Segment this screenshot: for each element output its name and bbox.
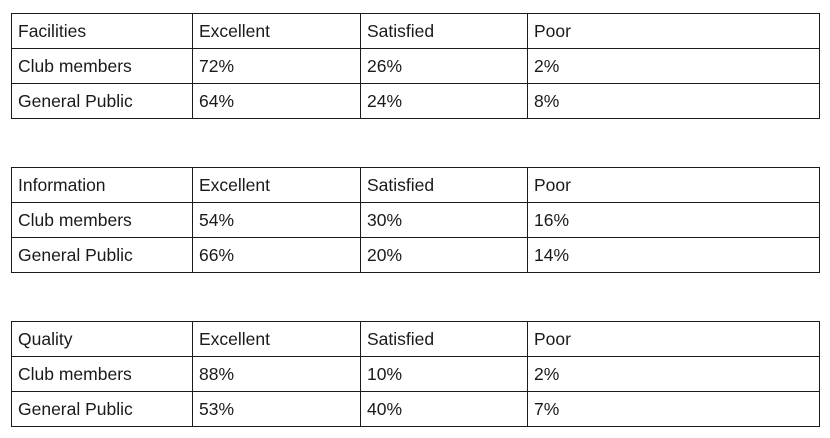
satisfied-cell: 24% [360,83,528,119]
satisfied-cell: 40% [360,391,528,427]
excellent-cell: 66% [192,237,361,273]
satisfied-cell: 30% [360,202,528,238]
poor-header-cell: Poor [527,167,820,203]
poor-cell: 2% [527,48,820,84]
excellent-header-cell: Excellent [192,13,361,49]
table-row: General Public 64% 24% 8% [11,83,820,119]
excellent-header-cell: Excellent [192,321,361,357]
respondent-cell: Club members [11,356,193,392]
respondent-cell: General Public [11,83,193,119]
poor-cell: 16% [527,202,820,238]
excellent-cell: 54% [192,202,361,238]
satisfied-cell: 20% [360,237,528,273]
excellent-header-cell: Excellent [192,167,361,203]
facilities-table: Facilities Excellent Satisfied Poor Club… [11,13,820,119]
excellent-cell: 72% [192,48,361,84]
category-header-cell: Information [11,167,193,203]
satisfied-cell: 10% [360,356,528,392]
table-row: Club members 88% 10% 2% [11,356,820,392]
category-header-cell: Quality [11,321,193,357]
table-row: General Public 66% 20% 14% [11,237,820,273]
table-row: Club members 72% 26% 2% [11,48,820,84]
respondent-cell: Club members [11,48,193,84]
satisfied-header-cell: Satisfied [360,321,528,357]
poor-cell: 8% [527,83,820,119]
quality-table: Quality Excellent Satisfied Poor Club me… [11,321,820,427]
respondent-cell: Club members [11,202,193,238]
excellent-cell: 53% [192,391,361,427]
poor-cell: 2% [527,356,820,392]
poor-cell: 14% [527,237,820,273]
category-header-cell: Facilities [11,13,193,49]
table-row: General Public 53% 40% 7% [11,391,820,427]
poor-header-cell: Poor [527,321,820,357]
satisfied-header-cell: Satisfied [360,167,528,203]
poor-header-cell: Poor [527,13,820,49]
respondent-cell: General Public [11,391,193,427]
table-header-row: Facilities Excellent Satisfied Poor [11,13,820,49]
table-header-row: Information Excellent Satisfied Poor [11,167,820,203]
table-row: Club members 54% 30% 16% [11,202,820,238]
excellent-cell: 88% [192,356,361,392]
poor-cell: 7% [527,391,820,427]
respondent-cell: General Public [11,237,193,273]
excellent-cell: 64% [192,83,361,119]
satisfied-header-cell: Satisfied [360,13,528,49]
information-table: Information Excellent Satisfied Poor Clu… [11,167,820,273]
table-header-row: Quality Excellent Satisfied Poor [11,321,820,357]
satisfied-cell: 26% [360,48,528,84]
